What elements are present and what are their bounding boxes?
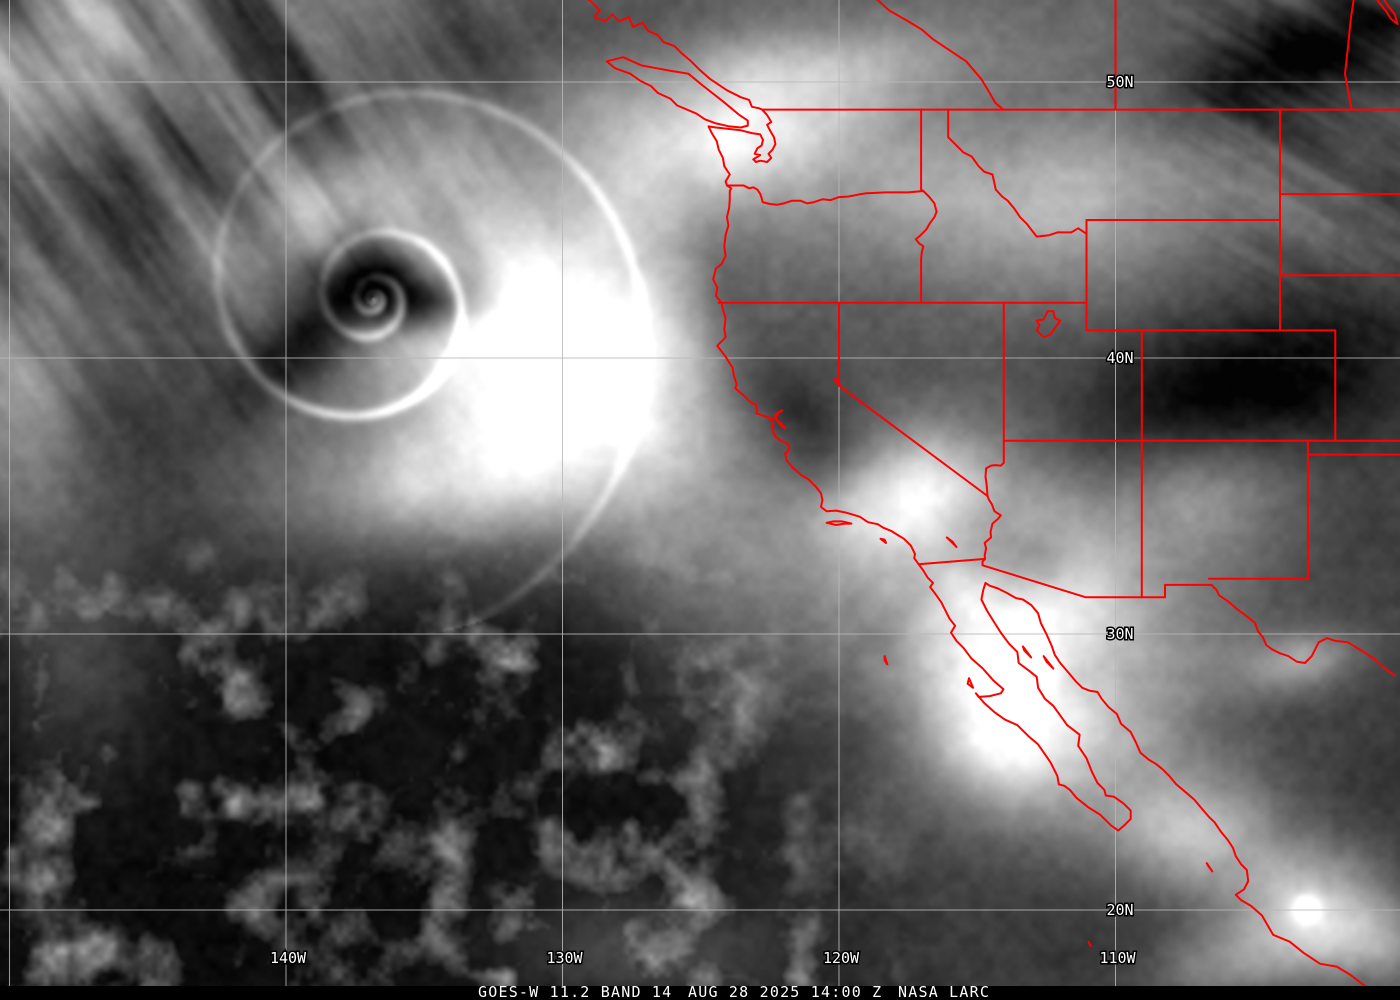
border-id-mt-divide — [947, 108, 1088, 238]
caption-product-label: GOES-W 11.2 BAND 14 — [478, 983, 673, 1000]
border-us-mexico — [917, 557, 1213, 599]
border-or-id-snake-river — [914, 190, 938, 304]
lat-label-40N: 40N — [1106, 349, 1133, 367]
lat-label-50N: 50N — [1106, 73, 1133, 91]
caption-datetime-label: AUG 28 2025 14:00 Z — [688, 983, 883, 1000]
lon-label-110W: 110W — [1099, 949, 1136, 967]
border-ca-nv — [838, 301, 989, 497]
border-rio-grande — [1210, 583, 1396, 677]
island-islas-marias — [1205, 862, 1214, 873]
border-bc-alberta — [876, 0, 1005, 111]
island-channel-islands — [825, 520, 853, 526]
border-colorado-river — [983, 495, 1002, 560]
island-tiburon — [1042, 655, 1055, 670]
border-sask-manitoba — [1344, 0, 1355, 111]
sf-bay — [768, 409, 787, 430]
border-wa-id — [920, 108, 925, 192]
island-angel-de-la-guarda — [1021, 645, 1033, 659]
lon-label-120W: 120W — [823, 949, 860, 967]
lake-tahoe — [833, 377, 842, 387]
border-wa-or-columbia-river — [726, 184, 925, 206]
lon-label-140W: 140W — [270, 949, 307, 967]
lat-label-30N: 30N — [1106, 625, 1133, 643]
coastline-pacific — [587, 0, 1367, 986]
lon-label-130W: 130W — [546, 949, 583, 967]
island-catalina — [879, 537, 887, 544]
lake-great-salt — [1035, 310, 1062, 339]
caption-credit-label: NASA LARC — [898, 983, 991, 1000]
lake-salton-sea — [945, 536, 958, 549]
lake-winnipegosis — [1376, 0, 1399, 25]
caption-bar: GOES-W 11.2 BAND 14 AUG 28 2025 14:00 Z … — [0, 983, 1400, 1000]
island-socorro — [1087, 940, 1092, 947]
vancouver-island — [605, 56, 749, 129]
lat-label-20N: 20N — [1106, 901, 1133, 919]
island-cedros — [966, 677, 975, 689]
border-nv-az — [984, 439, 1005, 497]
island-guadalupe — [883, 655, 889, 666]
